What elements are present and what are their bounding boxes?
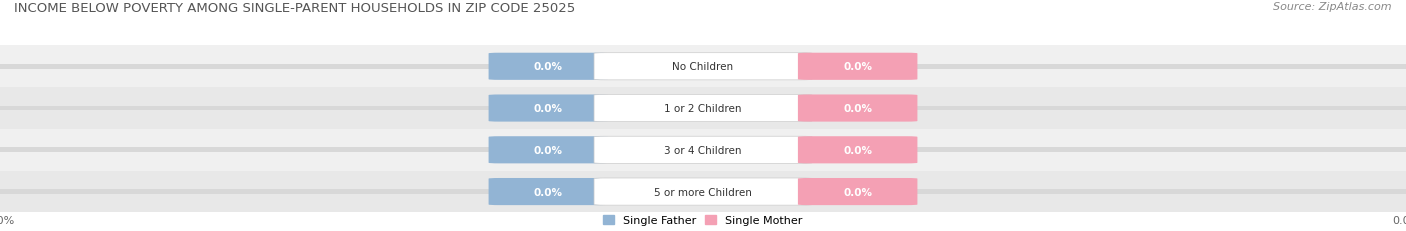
FancyBboxPatch shape bbox=[593, 178, 813, 205]
Text: 0.0%: 0.0% bbox=[534, 103, 562, 114]
Bar bbox=[0, 46, 1406, 88]
Text: 0.0%: 0.0% bbox=[844, 145, 872, 155]
Text: 1 or 2 Children: 1 or 2 Children bbox=[664, 103, 742, 114]
FancyBboxPatch shape bbox=[799, 54, 917, 81]
Text: INCOME BELOW POVERTY AMONG SINGLE-PARENT HOUSEHOLDS IN ZIP CODE 25025: INCOME BELOW POVERTY AMONG SINGLE-PARENT… bbox=[14, 2, 575, 15]
FancyBboxPatch shape bbox=[593, 95, 813, 122]
Text: 5 or more Children: 5 or more Children bbox=[654, 187, 752, 197]
Bar bbox=[0, 148, 1406, 152]
Bar bbox=[0, 106, 1406, 111]
Bar bbox=[0, 65, 1406, 69]
FancyBboxPatch shape bbox=[593, 137, 813, 164]
Bar bbox=[0, 171, 1406, 213]
Text: 0.0%: 0.0% bbox=[844, 62, 872, 72]
Text: 0.0%: 0.0% bbox=[534, 187, 562, 197]
FancyBboxPatch shape bbox=[489, 54, 609, 81]
Bar bbox=[0, 189, 1406, 194]
FancyBboxPatch shape bbox=[799, 95, 917, 122]
Text: 0.0%: 0.0% bbox=[844, 187, 872, 197]
Text: 0.0%: 0.0% bbox=[534, 145, 562, 155]
Legend: Single Father, Single Mother: Single Father, Single Mother bbox=[603, 215, 803, 225]
FancyBboxPatch shape bbox=[799, 178, 917, 205]
Text: 0.0%: 0.0% bbox=[844, 103, 872, 114]
Bar bbox=[0, 129, 1406, 171]
Text: 0.0%: 0.0% bbox=[534, 62, 562, 72]
FancyBboxPatch shape bbox=[799, 137, 917, 164]
FancyBboxPatch shape bbox=[489, 137, 609, 164]
Text: No Children: No Children bbox=[672, 62, 734, 72]
Bar bbox=[0, 88, 1406, 129]
FancyBboxPatch shape bbox=[489, 178, 609, 205]
Text: Source: ZipAtlas.com: Source: ZipAtlas.com bbox=[1274, 2, 1392, 12]
FancyBboxPatch shape bbox=[593, 54, 813, 81]
FancyBboxPatch shape bbox=[489, 95, 609, 122]
Text: 3 or 4 Children: 3 or 4 Children bbox=[664, 145, 742, 155]
